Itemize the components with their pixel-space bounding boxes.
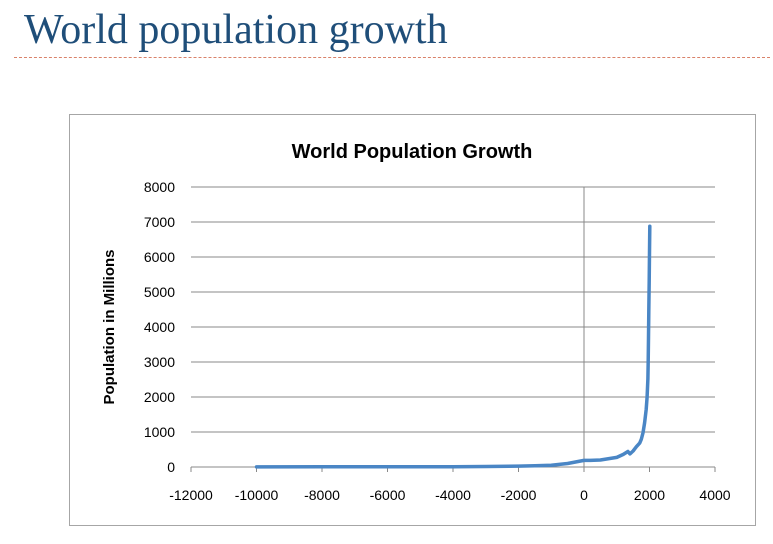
- x-tick-label: -10000: [235, 487, 279, 503]
- chart-frame: World Population Growth Population in Mi…: [69, 114, 756, 526]
- x-tick-label: -8000: [304, 487, 340, 503]
- population-series-line: [254, 224, 652, 469]
- y-tick-label: 3000: [144, 354, 175, 370]
- x-tick-label: -4000: [435, 487, 471, 503]
- x-tick-label: 4000: [699, 487, 730, 503]
- x-tick-label: 0: [580, 487, 588, 503]
- x-tick-label: -2000: [501, 487, 537, 503]
- y-tick-label: 0: [167, 459, 175, 475]
- x-tick-label: 2000: [634, 487, 665, 503]
- x-tick-label: -6000: [370, 487, 406, 503]
- y-axis-label: Population in Millions: [101, 250, 118, 405]
- y-tick-label: 8000: [144, 179, 175, 195]
- x-tick-label: -12000: [169, 487, 213, 503]
- population-chart: World Population Growth Population in Mi…: [101, 141, 731, 503]
- tick-labels: 0 1000 2000 3000 4000 5000 6000 7000 8000 -12000 -…: [144, 179, 731, 503]
- gridlines: [191, 186, 715, 433]
- slide-title: World population growth: [24, 7, 448, 53]
- y-tick-label: 4000: [144, 319, 175, 335]
- title-divider: [14, 57, 770, 58]
- y-tick-label: 1000: [144, 424, 175, 440]
- y-tick-label: 6000: [144, 249, 175, 265]
- y-tick-label: 7000: [144, 214, 175, 230]
- chart-title: World Population Growth: [292, 141, 533, 163]
- y-tick-label: 2000: [144, 389, 175, 405]
- series-layer: [254, 224, 652, 469]
- y-tick-label: 5000: [144, 284, 175, 300]
- axes: [190, 187, 716, 472]
